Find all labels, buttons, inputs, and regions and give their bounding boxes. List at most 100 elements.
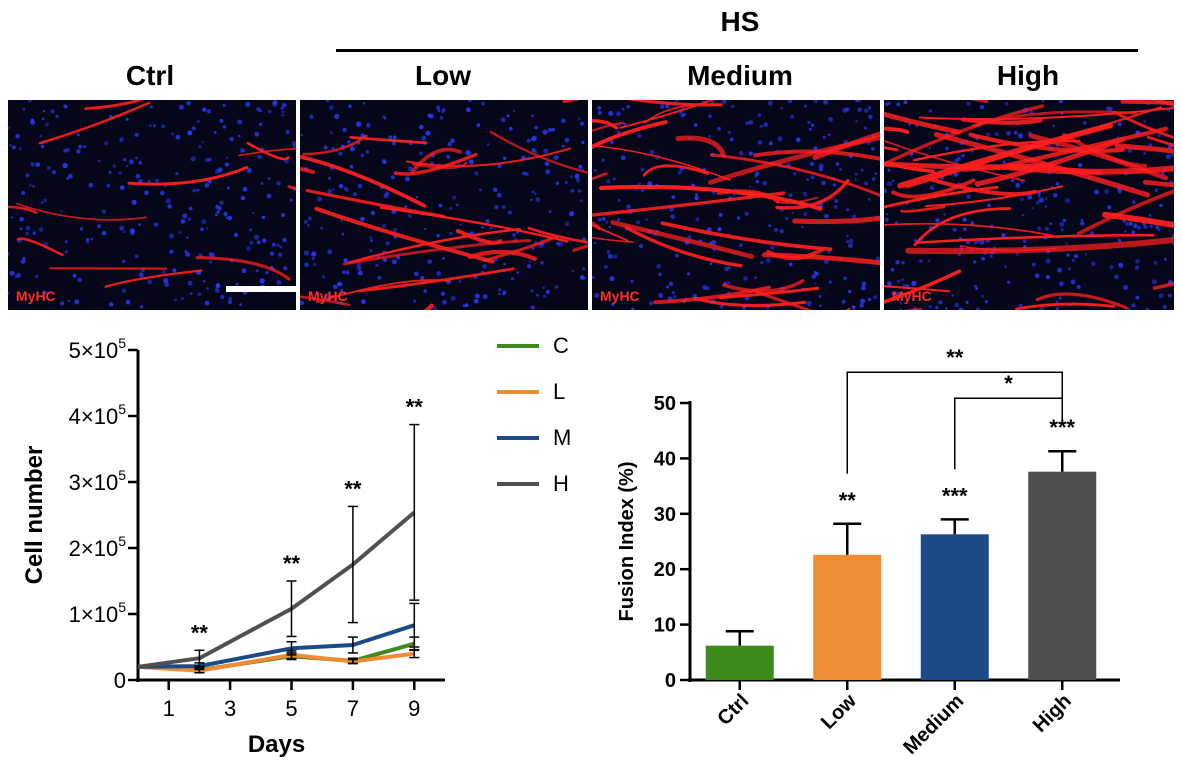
nucleus xyxy=(1062,218,1066,223)
nucleus xyxy=(437,109,441,113)
nucleus xyxy=(1044,205,1048,208)
nucleus xyxy=(90,237,94,241)
nucleus xyxy=(187,130,193,136)
nucleus xyxy=(989,254,993,259)
nucleus xyxy=(9,144,12,147)
myotube-fiber xyxy=(1120,100,1174,106)
nucleus xyxy=(658,293,664,298)
nucleus xyxy=(192,188,197,193)
nucleus xyxy=(226,156,229,159)
nucleus xyxy=(970,221,975,225)
nucleus xyxy=(848,238,854,244)
nucleus xyxy=(204,300,210,306)
bracket-significance: * xyxy=(1004,371,1013,396)
myotube-fiber xyxy=(482,234,559,262)
y-tick-label: 4×105 xyxy=(69,401,127,429)
nucleus xyxy=(733,193,736,197)
nucleus xyxy=(887,181,893,187)
myotube-fiber xyxy=(305,189,446,218)
nucleus xyxy=(1018,133,1023,139)
nucleus xyxy=(392,227,398,233)
nucleus xyxy=(554,285,559,289)
nucleus xyxy=(144,190,149,196)
nucleus xyxy=(545,289,550,294)
nucleus xyxy=(899,301,903,305)
nucleus xyxy=(309,114,314,119)
nucleus xyxy=(120,185,125,190)
nucleus xyxy=(327,249,333,255)
myotube-fiber xyxy=(792,215,880,225)
nucleus xyxy=(97,224,102,229)
myotube-fiber xyxy=(195,256,291,281)
nucleus xyxy=(1148,143,1153,147)
nucleus xyxy=(1037,226,1042,231)
y-tick-base: 5×10 xyxy=(69,338,119,363)
y-tick-label: 50 xyxy=(654,393,676,415)
nucleus xyxy=(63,149,67,153)
nucleus xyxy=(22,108,26,111)
nucleus xyxy=(827,250,831,254)
nucleus xyxy=(249,228,253,232)
nucleus xyxy=(606,179,611,184)
nucleus xyxy=(270,251,275,256)
nucleus xyxy=(129,228,135,234)
nucleus xyxy=(1153,260,1158,265)
nucleus xyxy=(498,288,502,292)
nucleus xyxy=(540,261,544,265)
nucleus xyxy=(873,295,877,300)
nucleus xyxy=(1010,179,1015,183)
nucleus xyxy=(360,153,364,158)
nucleus xyxy=(748,185,752,188)
nucleus xyxy=(1065,242,1068,245)
nucleus xyxy=(182,213,188,219)
nucleus xyxy=(8,291,10,295)
nucleus xyxy=(935,305,939,310)
nucleus xyxy=(155,178,160,183)
nucleus xyxy=(859,303,864,308)
nucleus xyxy=(74,299,80,305)
nucleus xyxy=(109,302,114,307)
nucleus xyxy=(564,181,568,184)
nucleus xyxy=(441,110,444,114)
myotube-fiber xyxy=(962,165,1103,176)
nucleus xyxy=(349,146,355,152)
nucleus xyxy=(147,279,152,285)
nucleus xyxy=(266,193,272,199)
nucleus xyxy=(980,240,985,245)
nucleus xyxy=(1031,262,1036,267)
nucleus xyxy=(630,279,634,283)
nucleus xyxy=(228,296,233,301)
nucleus xyxy=(956,156,961,161)
nucleus xyxy=(362,102,366,105)
myotube-fiber xyxy=(644,103,723,124)
nucleus xyxy=(123,157,127,162)
nucleus xyxy=(119,225,125,231)
nucleus xyxy=(578,164,583,169)
nucleus xyxy=(1070,279,1076,285)
nucleus xyxy=(757,113,762,117)
nucleus xyxy=(718,212,723,217)
nucleus xyxy=(254,131,260,137)
myotube-fiber xyxy=(489,130,588,175)
nucleus xyxy=(908,123,911,126)
myotube-fiber xyxy=(592,236,635,243)
nucleus xyxy=(966,194,971,199)
nucleus xyxy=(868,114,873,120)
nucleus xyxy=(1037,195,1041,198)
nucleus xyxy=(727,266,731,270)
nucleus xyxy=(535,197,541,203)
nucleus xyxy=(1027,194,1033,200)
myotube-fiber xyxy=(891,178,976,199)
nucleus xyxy=(300,300,304,306)
nucleus xyxy=(819,304,822,308)
myotube-fiber xyxy=(660,221,833,252)
x-tick-label: Medium xyxy=(899,690,968,759)
nucleus xyxy=(239,303,243,306)
nucleus xyxy=(1066,253,1070,257)
nucleus xyxy=(1132,200,1136,204)
nucleus xyxy=(1156,227,1161,232)
nucleus xyxy=(544,161,550,167)
nucleus xyxy=(25,231,30,236)
nucleus xyxy=(1149,224,1153,229)
